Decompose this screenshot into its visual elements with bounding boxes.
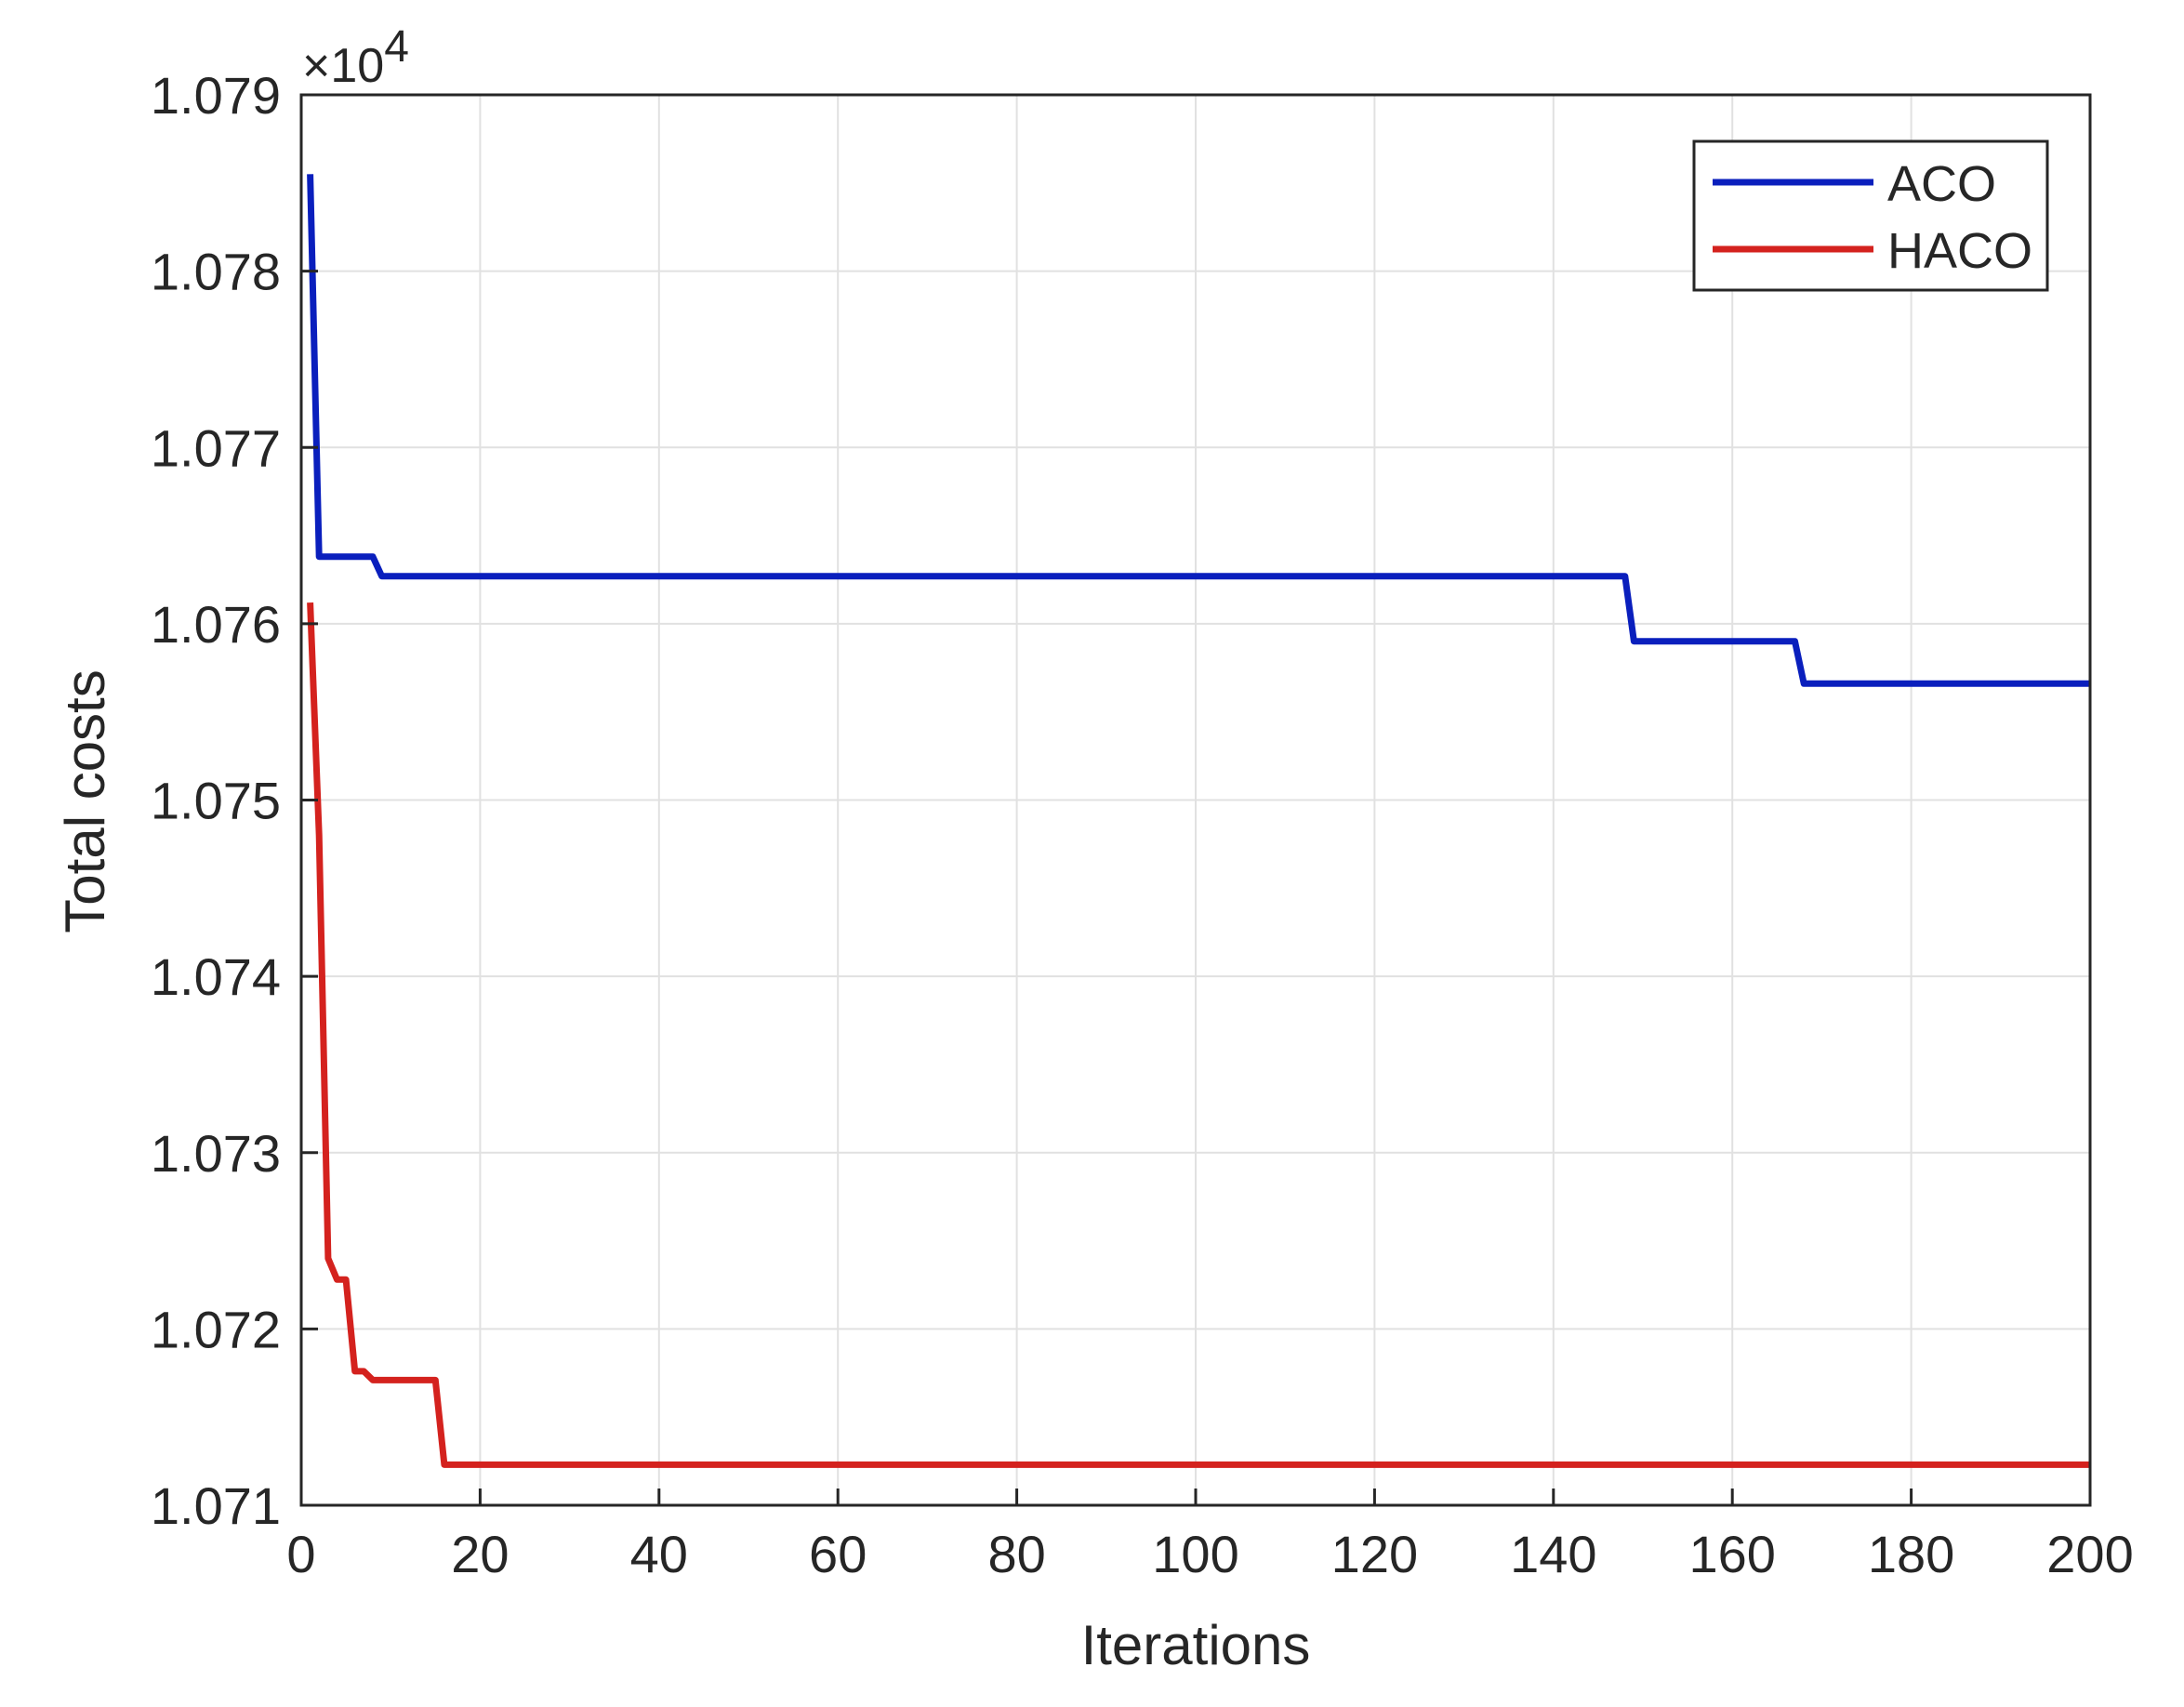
y-multiplier-label: ×104: [302, 22, 409, 93]
y-tick-label: 1.078: [151, 243, 281, 301]
legend-label-aco: ACO: [1887, 156, 1996, 212]
y-tick-label: 1.077: [151, 418, 281, 477]
x-tick-label: 60: [809, 1525, 867, 1583]
y-axis-ticks: 1.071 1.072 1.073 1.074 1.075 1.076 1.077 1.078…: [151, 66, 318, 1535]
y-tick-label: 1.076: [151, 595, 281, 654]
x-tick-label: 20: [451, 1525, 509, 1583]
x-axis-label: Iterations: [1081, 1614, 1311, 1676]
y-tick-label: 1.074: [151, 947, 281, 1006]
x-tick-label: 120: [1331, 1525, 1418, 1583]
series-lines: [307, 174, 2090, 1468]
legend-box: [1692, 139, 2049, 292]
legend-label-haco: HACO: [1887, 223, 2032, 279]
x-tick-label: 140: [1510, 1525, 1596, 1583]
x-tick-label: 80: [987, 1525, 1045, 1583]
x-tick-label: 160: [1688, 1525, 1775, 1583]
x-tick-label: 40: [630, 1525, 688, 1583]
y-tick-label: 1.072: [151, 1300, 281, 1358]
y-axis-label: Total costs: [54, 669, 116, 933]
x-axis-ticks: 0 20 40 60 80 100 120 140 160 180 200: [286, 1489, 2134, 1583]
series-line-aco: [307, 174, 2090, 687]
y-tick-label: 1.073: [151, 1124, 281, 1183]
y-tick-label: 1.071: [151, 1476, 281, 1535]
x-tick-label: 180: [1868, 1525, 1954, 1583]
y-tick-label: 1.079: [151, 66, 281, 125]
x-tick-label: 100: [1152, 1525, 1238, 1583]
y-tick-label: 1.075: [151, 772, 281, 830]
series-line-haco: [307, 602, 2090, 1468]
x-tick-label: 0: [286, 1525, 315, 1583]
legend[interactable]: ACO HACO: [1692, 139, 2049, 292]
x-tick-label: 200: [2046, 1525, 2133, 1583]
